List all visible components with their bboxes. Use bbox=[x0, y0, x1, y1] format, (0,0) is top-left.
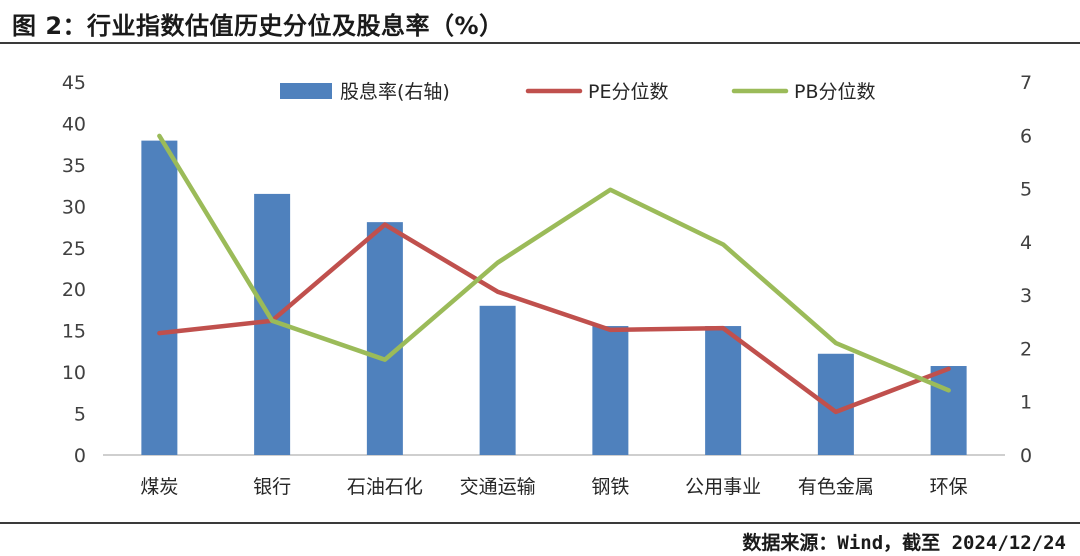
right-tick-label: 5 bbox=[1020, 179, 1032, 201]
left-tick-label: 25 bbox=[62, 238, 86, 260]
dividend-bar bbox=[592, 326, 629, 455]
category-label: 石油石化 bbox=[347, 476, 423, 498]
dividend-bar bbox=[479, 305, 516, 455]
dividend-bar bbox=[366, 222, 403, 455]
category-label: 公用事业 bbox=[685, 476, 761, 498]
category-label: 有色金属 bbox=[798, 476, 874, 498]
right-tick-label: 7 bbox=[1020, 72, 1032, 94]
right-tick-label: 6 bbox=[1020, 125, 1032, 147]
legend-label: 股息率(右轴) bbox=[340, 81, 450, 103]
category-label: 环保 bbox=[930, 476, 968, 498]
category-label: 交通运输 bbox=[460, 476, 536, 498]
source-note: 数据来源：Wind，截至 2024/12/24 bbox=[742, 532, 1066, 554]
left-tick-label: 0 bbox=[74, 445, 86, 467]
left-y-axis: 0 5 10 15 20 25 30 35 40 45 bbox=[62, 72, 86, 467]
category-label: 钢铁 bbox=[591, 476, 629, 498]
left-tick-label: 10 bbox=[62, 362, 86, 384]
pe-percentile-line bbox=[157, 222, 951, 415]
title-bar: 图 2：行业指数估值历史分位及股息率（%） bbox=[0, 0, 1080, 44]
left-tick-label: 15 bbox=[62, 321, 86, 343]
legend: 股息率(右轴) PE分位数 PB分位数 bbox=[280, 81, 876, 103]
left-tick-label: 35 bbox=[62, 155, 86, 177]
source-bar: 数据来源：Wind，截至 2024/12/24 bbox=[0, 522, 1080, 556]
chart-title: 图 2：行业指数估值历史分位及股息率（%） bbox=[12, 12, 504, 40]
dividend-yield-bars bbox=[141, 140, 967, 455]
right-y-axis: 0 1 2 3 4 5 6 7 bbox=[1020, 72, 1032, 467]
category-label: 银行 bbox=[253, 476, 291, 498]
dividend-bar bbox=[141, 140, 178, 455]
legend-label: PB分位数 bbox=[794, 81, 876, 103]
pb-percentile-line bbox=[157, 133, 951, 393]
right-tick-label: 1 bbox=[1020, 392, 1032, 414]
x-axis-categories: 煤炭 银行 石油石化 交通运输 钢铁 公用事业 有色金属 环保 bbox=[140, 476, 967, 498]
dividend-bar bbox=[930, 366, 967, 455]
percentile-lines bbox=[157, 133, 951, 415]
left-tick-label: 30 bbox=[62, 196, 86, 218]
legend-swatch-bar bbox=[280, 83, 332, 99]
legend-label: PE分位数 bbox=[588, 81, 668, 103]
left-tick-label: 5 bbox=[74, 404, 86, 426]
right-tick-label: 0 bbox=[1020, 445, 1032, 467]
right-tick-label: 2 bbox=[1020, 338, 1032, 360]
dividend-bar bbox=[705, 326, 742, 455]
right-tick-label: 4 bbox=[1020, 232, 1032, 254]
left-tick-label: 45 bbox=[62, 72, 86, 94]
right-tick-label: 3 bbox=[1020, 285, 1032, 307]
left-tick-label: 20 bbox=[62, 279, 86, 301]
category-label: 煤炭 bbox=[140, 476, 178, 498]
left-tick-label: 40 bbox=[62, 113, 86, 135]
